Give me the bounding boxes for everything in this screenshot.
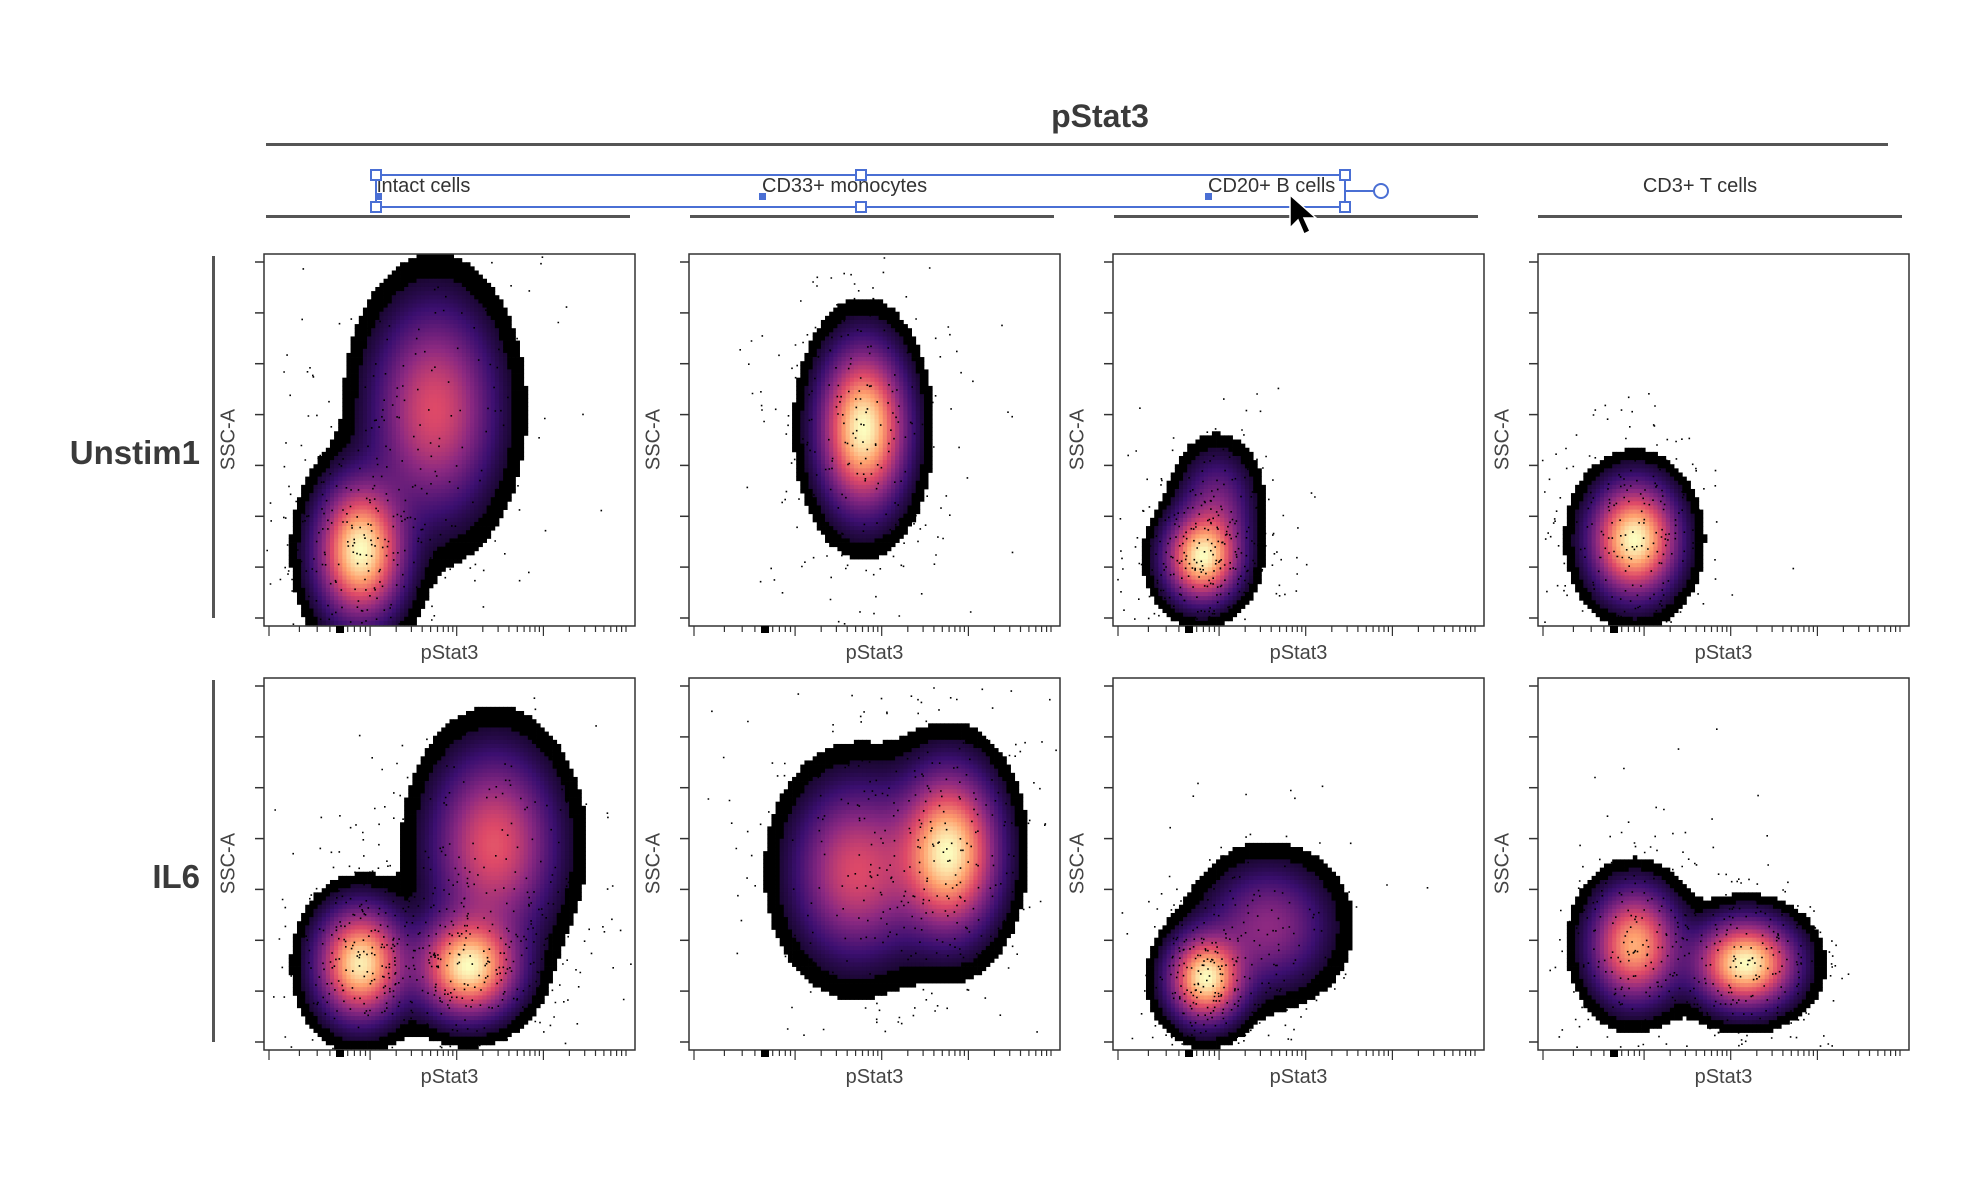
x-axis-label: pStat3 — [1694, 1066, 1753, 1088]
x-axis-label: pStat3 — [1694, 642, 1753, 664]
column-label-cd3-t-cells[interactable]: CD3+ T cells — [1642, 175, 1758, 197]
row-bracket-il6 — [212, 680, 215, 1042]
column-underline-1 — [266, 215, 630, 218]
selection-handle-tr[interactable] — [1339, 169, 1351, 181]
x-axis-label: pStat3 — [845, 642, 904, 664]
density-plot-unstim1-0[interactable] — [252, 253, 643, 646]
x-axis-label: pStat3 — [420, 1066, 479, 1088]
x-axis-label: pStat3 — [845, 1066, 904, 1088]
selection-handle-bm[interactable] — [855, 201, 867, 213]
title-underline — [266, 143, 1888, 146]
x-axis-label: pStat3 — [420, 642, 479, 664]
text-anchor-1[interactable] — [375, 193, 382, 200]
text-anchor-3[interactable] — [1205, 193, 1212, 200]
row-label-il6: IL6 — [152, 858, 200, 895]
column-underline-4 — [1538, 215, 1902, 218]
density-plot-unstim1-2[interactable] — [1101, 253, 1492, 646]
mouse-cursor-icon — [1289, 193, 1318, 236]
x-axis-label: pStat3 — [1269, 1066, 1328, 1088]
density-plot-il6-2[interactable] — [1101, 677, 1492, 1070]
density-plot-unstim1-1[interactable] — [677, 253, 1068, 646]
rotation-handle[interactable] — [1373, 183, 1389, 199]
row-label-unstim1: Unstim1 — [69, 434, 200, 471]
column-label-cd20-b-cells[interactable]: CD20+ B cells — [1208, 175, 1336, 197]
density-plot-il6-1[interactable] — [677, 677, 1068, 1070]
x-axis-label: pStat3 — [1269, 642, 1328, 664]
column-label-intact-cells[interactable]: intact cells — [377, 175, 471, 197]
selection-handle-tm[interactable] — [855, 169, 867, 181]
page-title: pStat3 — [1051, 98, 1149, 134]
density-plot-il6-0[interactable] — [252, 677, 643, 1070]
column-underline-2 — [690, 215, 1054, 218]
column-label-cd33-monocytes[interactable]: CD33+ monocytes — [762, 175, 928, 197]
text-anchor-2[interactable] — [759, 193, 766, 200]
selection-handle-br[interactable] — [1339, 201, 1351, 213]
selection-handle-tl[interactable] — [370, 169, 382, 181]
density-plot-unstim1-3[interactable] — [1526, 253, 1917, 646]
row-bracket-unstim1 — [212, 256, 215, 618]
selection-handle-bl[interactable] — [370, 201, 382, 213]
density-plot-il6-3[interactable] — [1526, 677, 1917, 1070]
